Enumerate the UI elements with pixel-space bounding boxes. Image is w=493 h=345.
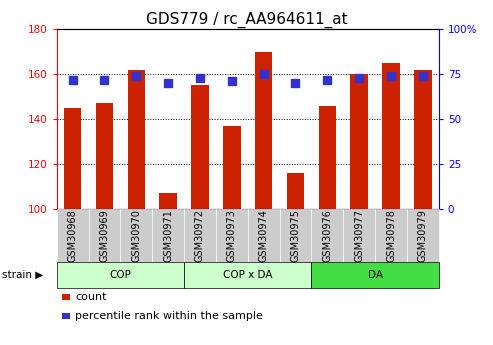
Bar bbox=[255, 52, 273, 209]
Point bbox=[132, 73, 140, 79]
Text: COP x DA: COP x DA bbox=[223, 270, 273, 280]
Bar bbox=[414, 70, 431, 209]
Bar bbox=[64, 108, 81, 209]
Point bbox=[323, 77, 331, 82]
Bar bbox=[128, 70, 145, 209]
Point bbox=[101, 77, 108, 82]
Text: strain ▶: strain ▶ bbox=[2, 270, 44, 280]
Text: GSM30977: GSM30977 bbox=[354, 209, 364, 262]
Text: count: count bbox=[75, 292, 107, 302]
Bar bbox=[318, 106, 336, 209]
Text: GDS779 / rc_AA964611_at: GDS779 / rc_AA964611_at bbox=[146, 12, 347, 28]
Text: GSM30975: GSM30975 bbox=[290, 209, 301, 262]
Point bbox=[355, 75, 363, 80]
Bar bbox=[223, 126, 241, 209]
Text: COP: COP bbox=[109, 270, 131, 280]
Bar bbox=[382, 63, 400, 209]
Bar bbox=[159, 193, 177, 209]
Text: GSM30979: GSM30979 bbox=[418, 209, 428, 262]
Text: DA: DA bbox=[368, 270, 383, 280]
Point bbox=[387, 73, 395, 79]
Text: GSM30970: GSM30970 bbox=[131, 209, 141, 262]
Text: GSM30968: GSM30968 bbox=[68, 209, 77, 262]
Text: GSM30976: GSM30976 bbox=[322, 209, 332, 262]
Point bbox=[228, 79, 236, 84]
Bar bbox=[96, 103, 113, 209]
Bar bbox=[351, 74, 368, 209]
Text: GSM30974: GSM30974 bbox=[259, 209, 269, 262]
Bar bbox=[191, 85, 209, 209]
Point bbox=[419, 73, 427, 79]
Text: GSM30973: GSM30973 bbox=[227, 209, 237, 262]
Bar bbox=[287, 173, 304, 209]
Text: GSM30972: GSM30972 bbox=[195, 209, 205, 262]
Text: percentile rank within the sample: percentile rank within the sample bbox=[75, 311, 263, 321]
Point bbox=[196, 75, 204, 80]
Point bbox=[164, 80, 172, 86]
Point bbox=[69, 77, 76, 82]
Text: GSM30971: GSM30971 bbox=[163, 209, 173, 262]
Point bbox=[260, 71, 268, 77]
Point bbox=[291, 80, 299, 86]
Text: GSM30969: GSM30969 bbox=[100, 209, 109, 262]
Text: GSM30978: GSM30978 bbox=[386, 209, 396, 262]
